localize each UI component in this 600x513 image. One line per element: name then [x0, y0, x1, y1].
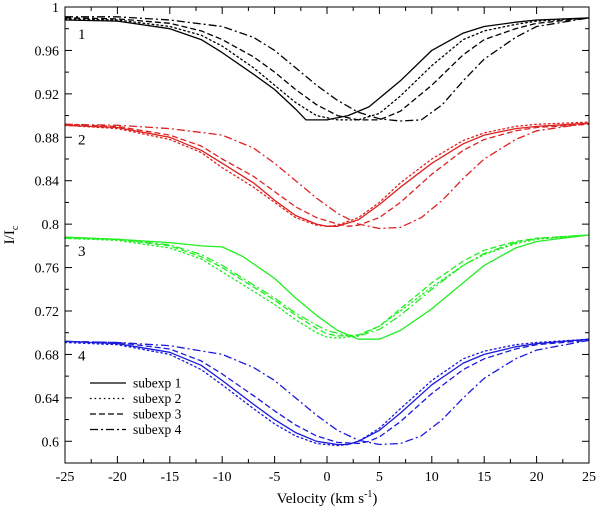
x-tick-label: -5 [269, 470, 281, 485]
legend-label: subexp 1 [133, 376, 181, 391]
y-tick-label: 0.72 [35, 305, 60, 320]
x-axis-title-sup: -1 [364, 489, 372, 500]
series-line-group3-subexp3 [64, 234, 590, 337]
x-axis-title-close: ) [372, 491, 377, 507]
x-axis-title: Velocity (km s-1) [277, 489, 378, 507]
x-tick-label: -20 [108, 470, 127, 485]
legend-label: subexp 2 [133, 391, 181, 406]
series-line-group2-subexp4 [64, 122, 590, 230]
group-label-3: 3 [78, 244, 86, 260]
series-line-group1-subexp1 [64, 17, 590, 121]
y-tick-label: 1 [52, 1, 59, 16]
series-layer [64, 16, 590, 447]
x-tick-label: -10 [213, 470, 232, 485]
legend-label: subexp 4 [133, 422, 182, 437]
y-tick-label: 0.68 [35, 348, 60, 363]
y-tick-label: 0.8 [42, 218, 60, 233]
series-line-group1-subexp2 [64, 17, 590, 121]
x-tick-label: -15 [160, 470, 179, 485]
y-tick-label: 0.88 [35, 131, 60, 146]
group-label-4: 4 [78, 348, 86, 364]
series-line-group3-subexp4 [64, 234, 590, 337]
legend-label: subexp 3 [133, 407, 182, 422]
x-tick-label: 20 [530, 470, 544, 485]
group-label-2: 2 [78, 132, 86, 148]
x-tick-label: 0 [324, 470, 331, 485]
y-tick-label: 0.92 [35, 88, 60, 103]
y-axis-title-main: I/I [2, 230, 18, 244]
series-line-group4-subexp4 [64, 339, 590, 446]
group-label-1: 1 [78, 27, 86, 43]
series-line-group4-subexp3 [64, 339, 590, 445]
y-tick-label: 0.6 [42, 435, 60, 450]
series-line-group2-subexp3 [64, 123, 590, 227]
y-tick-label: 0.96 [35, 44, 60, 59]
group-label-layer: 1 2 3 4 [78, 27, 86, 364]
y-axis-title-sub: c [10, 225, 21, 230]
y-tick-label: 0.84 [35, 175, 60, 190]
x-tick-label: 15 [477, 470, 491, 485]
series-line-group3-subexp2 [64, 234, 590, 339]
series-line-group2-subexp2 [64, 121, 590, 227]
tick-layer: -25 -20 -15 -10 -5 0 5 10 15 20 25 0.6 0.64 0.68 0.72 0… [35, 1, 597, 485]
x-tick-label: 25 [582, 470, 596, 485]
series-line-group4-subexp2 [64, 338, 590, 447]
y-axis-title: I/Ic [2, 225, 21, 244]
y-tick-label: 0.76 [35, 262, 60, 277]
series-line-group1-subexp3 [64, 17, 590, 121]
x-axis-title-main: Velocity (km s [277, 491, 365, 507]
y-tick-label: 0.64 [35, 392, 60, 407]
x-tick-label: -25 [56, 470, 75, 485]
x-tick-label: 5 [376, 470, 383, 485]
series-line-group1-subexp4 [65, 16, 590, 122]
series-line-group2-subexp1 [64, 122, 590, 227]
series-line-group3-subexp1 [64, 234, 590, 340]
x-tick-label: 10 [425, 470, 439, 485]
